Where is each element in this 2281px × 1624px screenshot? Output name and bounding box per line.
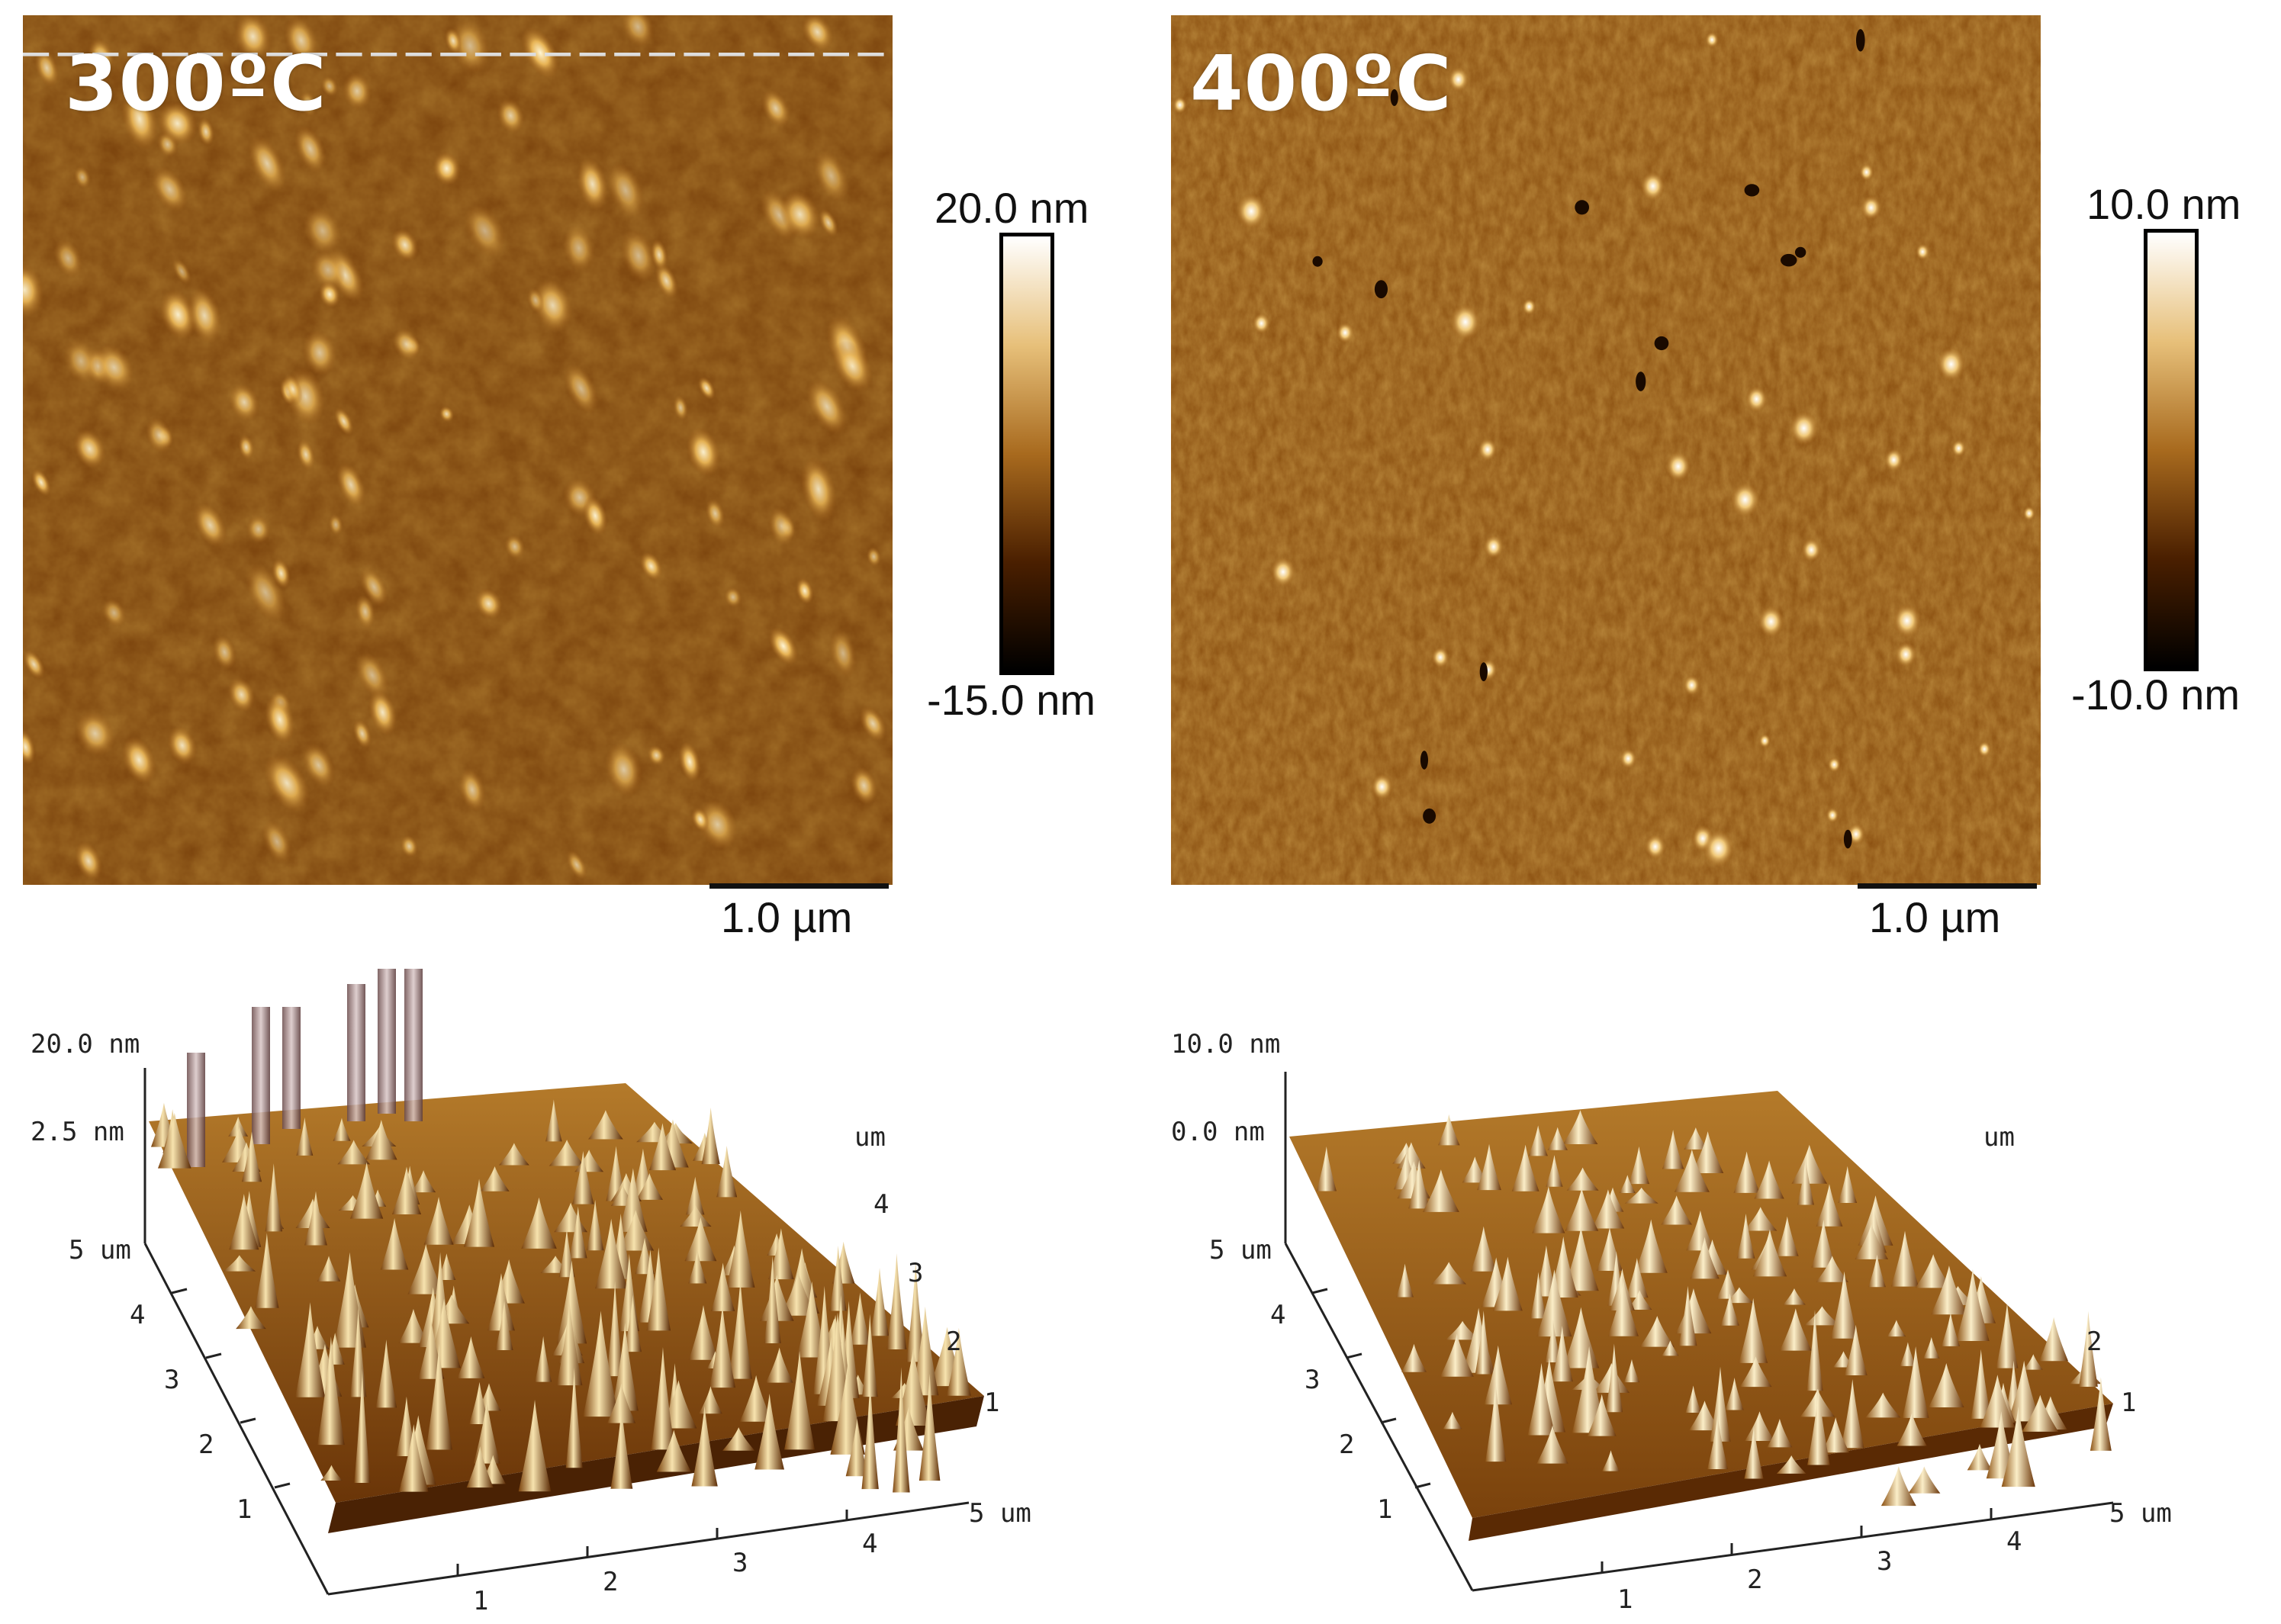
y-axis-top-label: 5 um — [69, 1235, 131, 1265]
right-axis-unit: um — [854, 1122, 886, 1153]
afm-panel-300c: 300ºC 1.0 µm 20.0 nm -15.0 nm — [0, 0, 1144, 961]
y-tick-3: 3 — [1305, 1365, 1320, 1395]
temperature-label: 400ºC — [1190, 39, 1453, 128]
y-tick-4: 4 — [1270, 1300, 1285, 1330]
colorbar-min-label: -10.0 nm — [2071, 671, 2240, 719]
x-tick-4: 4 — [862, 1529, 877, 1559]
x-axis-end-label: 5 um — [2109, 1498, 2172, 1529]
afm-height-map-300c — [23, 15, 893, 885]
colorbar-max-label: 10.0 nm — [2086, 180, 2241, 228]
y-axis-top-label: 5 um — [1209, 1235, 1272, 1265]
z-max-label: 20.0 nm — [31, 1029, 140, 1060]
y-tick-1: 1 — [236, 1494, 252, 1525]
afm-3d-view-400c: 10.0 nm 0.0 nm 5 um 4 3 2 1 1 2 3 4 5 um… — [1144, 969, 2281, 1624]
colorbar — [999, 233, 1054, 675]
x-axis-end-label: 5 um — [969, 1498, 1031, 1529]
temperature-label: 300ºC — [65, 39, 327, 128]
afm-3d-view-300c: 20.0 nm 2.5 nm 5 um 4 3 2 1 1 2 3 4 5 um… — [0, 969, 1144, 1624]
scale-bar — [709, 883, 889, 889]
y-tick-2: 2 — [1339, 1429, 1354, 1460]
x-tick-4: 4 — [2006, 1526, 2022, 1557]
afm-panel-400c: 400ºC 1.0 µm 10.0 nm -10.0 nm — [1144, 0, 2281, 961]
right-tick-1: 1 — [984, 1388, 999, 1418]
right-tick-2: 2 — [946, 1327, 961, 1357]
y-tick-1: 1 — [1377, 1494, 1392, 1525]
scale-bar — [1858, 883, 2037, 889]
colorbar-min-label: -15.0 nm — [927, 676, 1095, 724]
x-tick-3: 3 — [732, 1548, 748, 1578]
right-axis-unit: um — [1983, 1122, 2015, 1153]
z-mid-label: 0.0 nm — [1171, 1117, 1265, 1147]
x-tick-2: 2 — [1747, 1565, 1762, 1595]
afm-height-map-400c — [1171, 15, 2041, 885]
y-tick-2: 2 — [198, 1429, 214, 1460]
y-tick-3: 3 — [164, 1365, 179, 1395]
y-tick-4: 4 — [130, 1300, 145, 1330]
right-tick-4: 4 — [873, 1189, 889, 1220]
x-tick-2: 2 — [603, 1567, 618, 1597]
z-mid-label: 2.5 nm — [31, 1117, 124, 1147]
x-tick-1: 1 — [1617, 1584, 1633, 1615]
colorbar-max-label: 20.0 nm — [935, 184, 1089, 232]
right-tick-3: 3 — [908, 1258, 923, 1288]
scale-bar-label: 1.0 µm — [721, 893, 853, 941]
scale-bar-label: 1.0 µm — [1869, 893, 2001, 941]
x-tick-3: 3 — [1877, 1546, 1892, 1577]
x-tick-1: 1 — [473, 1586, 488, 1616]
right-tick-2: 2 — [2086, 1327, 2102, 1357]
colorbar — [2144, 229, 2199, 671]
z-max-label: 10.0 nm — [1171, 1029, 1280, 1060]
right-tick-1: 1 — [2121, 1388, 2136, 1418]
